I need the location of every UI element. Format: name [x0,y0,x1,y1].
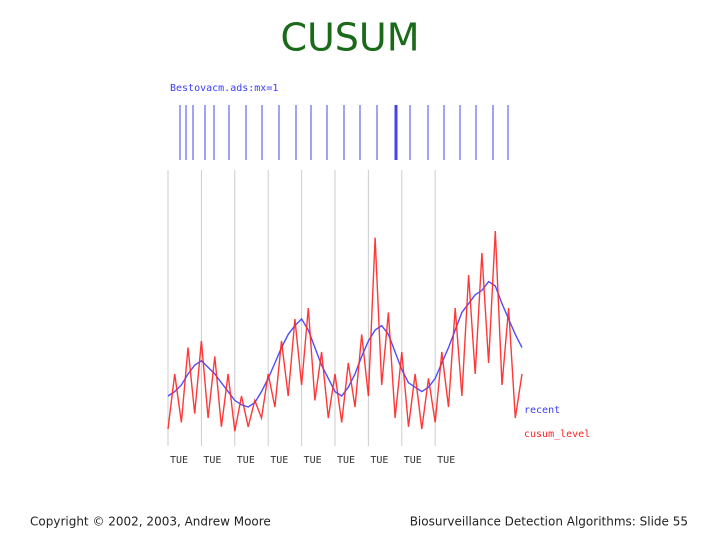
header-label: Bestovacm.ads:mx=1 [170,83,278,94]
x-tick-label: TUE [270,455,288,466]
footer-left: Copyright © 2002, 2003, Andrew Moore [30,515,271,529]
x-tick-label: TUE [237,455,255,466]
x-tick-label: TUE [437,455,455,466]
x-tick-label: TUE [337,455,355,466]
legend-label: cusum_level [524,429,590,440]
footer-right: Biosurveillance Detection Algorithms: Sl… [410,515,688,529]
x-tick-label: TUE [170,455,188,466]
series-line [167,230,523,432]
x-tick-label: TUE [203,455,221,466]
x-tick-label: TUE [370,455,388,466]
slide-title: CUSUM [280,16,419,60]
event-markers [179,105,509,160]
x-tick-label: TUE [304,455,322,466]
x-tick-label: TUE [404,455,422,466]
legend-label: recent [524,405,560,416]
